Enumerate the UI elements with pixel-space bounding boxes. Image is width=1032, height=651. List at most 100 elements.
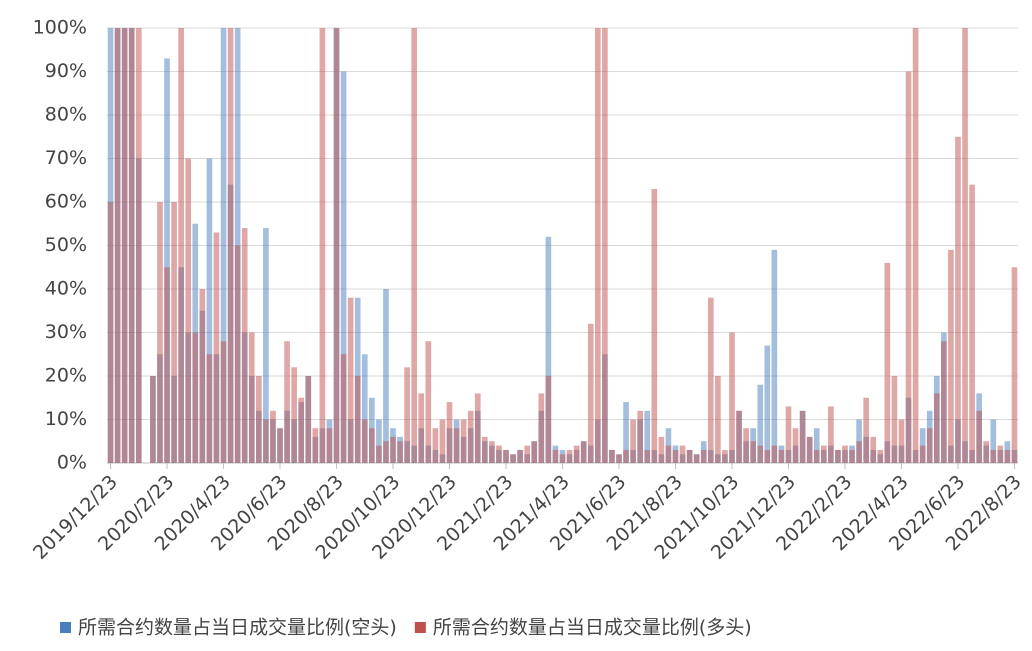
bar <box>933 393 940 463</box>
bar <box>552 449 559 463</box>
bar <box>651 188 658 463</box>
bar <box>481 436 488 463</box>
bar <box>397 441 403 463</box>
bar <box>298 397 305 463</box>
y-tick-label: 90% <box>45 60 87 82</box>
bar <box>376 445 382 463</box>
bar <box>496 445 502 463</box>
bar <box>531 441 538 463</box>
bar <box>771 249 778 463</box>
bar <box>291 367 297 463</box>
y-tick-label: 70% <box>45 147 87 169</box>
bar <box>361 354 368 463</box>
bar <box>453 428 460 463</box>
y-tick-label: 60% <box>45 191 87 213</box>
bar <box>340 71 347 463</box>
bar <box>256 376 262 463</box>
bar <box>835 449 841 463</box>
bar <box>813 428 820 463</box>
bar <box>863 397 869 463</box>
bar <box>227 28 234 463</box>
bar <box>729 332 735 463</box>
bar <box>1011 267 1018 463</box>
bar <box>644 410 651 463</box>
bar <box>686 449 693 463</box>
bar <box>241 228 248 463</box>
bar <box>354 376 361 463</box>
bar <box>715 376 721 463</box>
bar <box>700 449 707 463</box>
bar <box>919 445 926 463</box>
bar <box>743 428 749 463</box>
bar <box>602 28 608 463</box>
bar <box>983 441 990 463</box>
bar <box>969 184 975 463</box>
bar <box>369 428 375 463</box>
legend-label: 所需合约数量占当日成交量比例(空头) <box>78 617 397 639</box>
bar <box>665 445 672 463</box>
bar <box>828 406 834 463</box>
bar <box>411 28 418 463</box>
bar <box>114 28 121 463</box>
bar <box>157 202 163 463</box>
bar <box>340 354 347 463</box>
bar <box>976 410 982 463</box>
bar <box>990 449 997 463</box>
bar <box>884 262 891 463</box>
bar <box>171 202 177 463</box>
bar <box>757 384 764 463</box>
bar <box>566 449 573 463</box>
bar <box>503 449 509 463</box>
bar <box>609 449 615 463</box>
bar <box>962 28 968 463</box>
legend-swatch <box>60 622 71 633</box>
bar <box>722 449 728 463</box>
bar <box>178 28 184 463</box>
legend-swatch <box>414 622 426 633</box>
bar <box>785 406 792 463</box>
y-tick-label: 30% <box>45 321 87 343</box>
bar <box>545 376 552 463</box>
bar <box>185 158 192 463</box>
bar <box>736 410 742 463</box>
bar <box>764 345 771 463</box>
bar <box>326 428 333 463</box>
bar <box>1004 449 1011 463</box>
bar <box>263 228 269 463</box>
bar <box>213 232 220 463</box>
bar <box>623 449 629 463</box>
bar <box>376 419 382 463</box>
bar <box>891 376 898 463</box>
bar <box>580 441 587 463</box>
bar <box>220 341 227 463</box>
bar <box>439 419 446 463</box>
bar <box>199 289 206 463</box>
bar <box>270 410 276 463</box>
bar <box>383 441 389 463</box>
bar <box>164 58 170 463</box>
bar <box>997 445 1004 463</box>
bar <box>135 28 142 463</box>
bar <box>757 445 764 463</box>
bar <box>813 449 820 463</box>
y-tick-label: 20% <box>45 365 87 387</box>
bar <box>644 449 651 463</box>
bar <box>446 402 453 463</box>
bar <box>206 158 213 463</box>
bar <box>679 445 686 463</box>
bar <box>764 449 771 463</box>
bar <box>898 419 905 463</box>
bar <box>912 28 919 463</box>
bar <box>849 449 855 463</box>
bar <box>771 445 778 463</box>
bar <box>333 28 340 463</box>
bar <box>277 428 283 463</box>
bar <box>107 202 114 463</box>
bar <box>474 393 481 463</box>
y-tick-label: 10% <box>45 408 87 430</box>
bar <box>623 402 629 463</box>
bar <box>955 136 961 463</box>
bar <box>467 410 474 463</box>
bar <box>545 236 552 463</box>
